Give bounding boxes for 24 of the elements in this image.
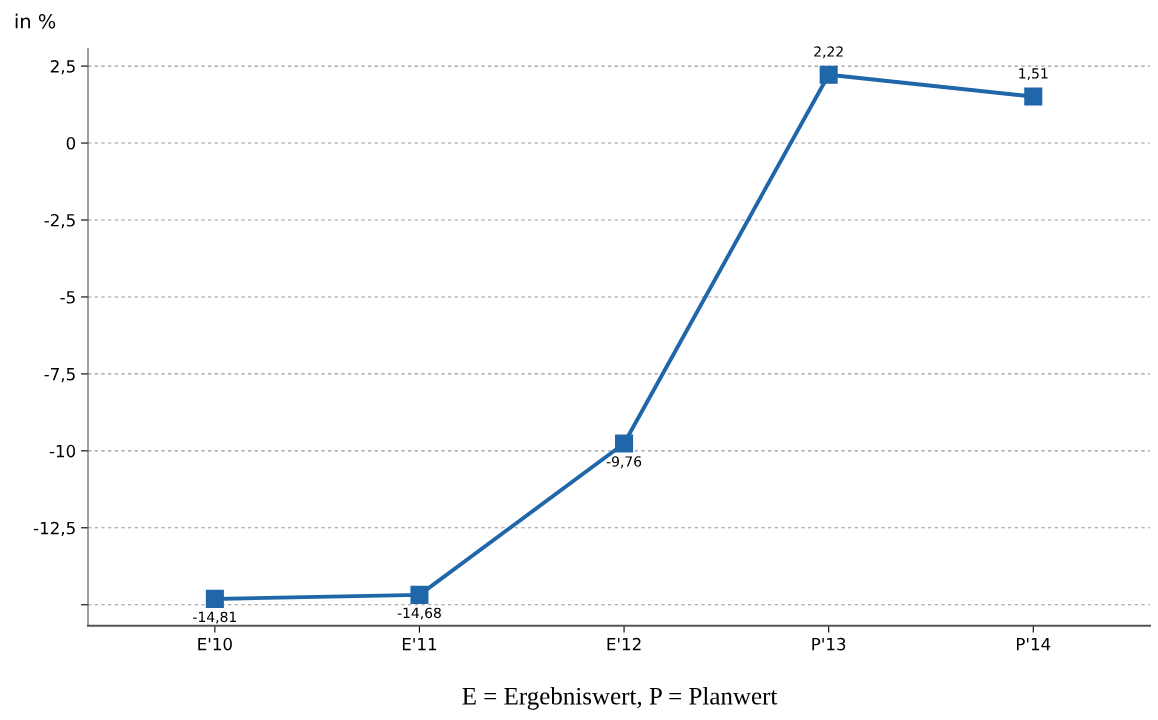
point <box>819 65 838 84</box>
data-label: -14,68 <box>397 607 441 620</box>
y-tick-label: -10 <box>49 444 76 458</box>
y-tick-label: 2,5 <box>50 60 75 75</box>
y-tick-label: -12,5 <box>33 521 75 537</box>
point <box>615 434 634 453</box>
x-tick-label: E'10 <box>198 637 232 651</box>
x-tick-label: E'11 <box>402 638 437 651</box>
y-axis-title: in % <box>15 13 56 29</box>
text: E = Ergebniswert, P = Planwert <box>462 687 778 710</box>
x-tick-label: P'14 <box>1016 638 1051 651</box>
point <box>410 585 429 604</box>
y-tick-label: 0 <box>66 137 76 150</box>
y-tick-label: -2,5 <box>44 213 75 229</box>
x-tick-label: E'12 <box>607 637 641 651</box>
data-label: 2,22 <box>814 46 843 59</box>
y-tick-label: -5 <box>60 291 75 304</box>
data-label: -9,76 <box>606 456 642 469</box>
point <box>205 589 224 608</box>
point <box>1024 87 1043 106</box>
data-label: 1,51 <box>1019 68 1048 81</box>
data-label: -14,81 <box>193 611 236 624</box>
x-tick-label: P'13 <box>812 637 846 651</box>
y-tick-label: -7,5 <box>44 368 75 383</box>
